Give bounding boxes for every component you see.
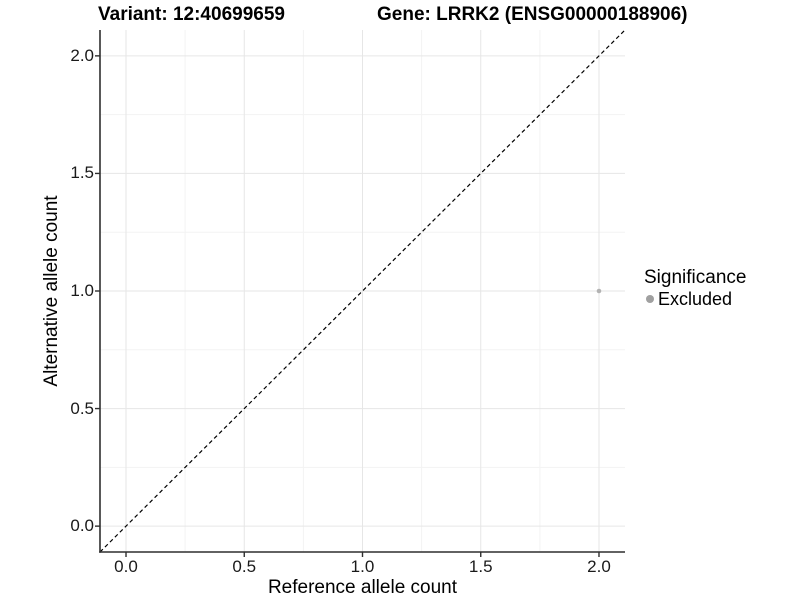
- plot-title-variant: Variant: 12:40699659: [98, 4, 285, 25]
- legend-item-label: Excluded: [658, 289, 733, 309]
- y-tick-label: 1.5: [70, 163, 94, 183]
- x-tick-label: 0.5: [232, 557, 257, 576]
- x-tick-label: 0.0: [114, 557, 138, 576]
- y-tick-label: 0.0: [70, 516, 94, 536]
- legend-key-dot-icon: [646, 295, 654, 303]
- plot-title-gene: Gene: LRRK2 (ENSG00000188906): [377, 4, 688, 25]
- y-tick-label: 1.0: [70, 281, 94, 300]
- x-tick-label: 1.0: [350, 557, 375, 576]
- x-tick-label: 1.5: [468, 557, 493, 576]
- y-tick-label: 2.0: [70, 45, 94, 65]
- legend-item-excluded: Excluded: [644, 289, 746, 309]
- legend: Significance Excluded: [644, 267, 746, 309]
- data-point: [596, 288, 602, 294]
- x-tick-label: 2.0: [587, 557, 611, 576]
- y-tick-label: 0.5: [70, 398, 94, 418]
- legend-title: Significance: [644, 267, 747, 288]
- x-axis-title: Reference allele count: [267, 577, 458, 598]
